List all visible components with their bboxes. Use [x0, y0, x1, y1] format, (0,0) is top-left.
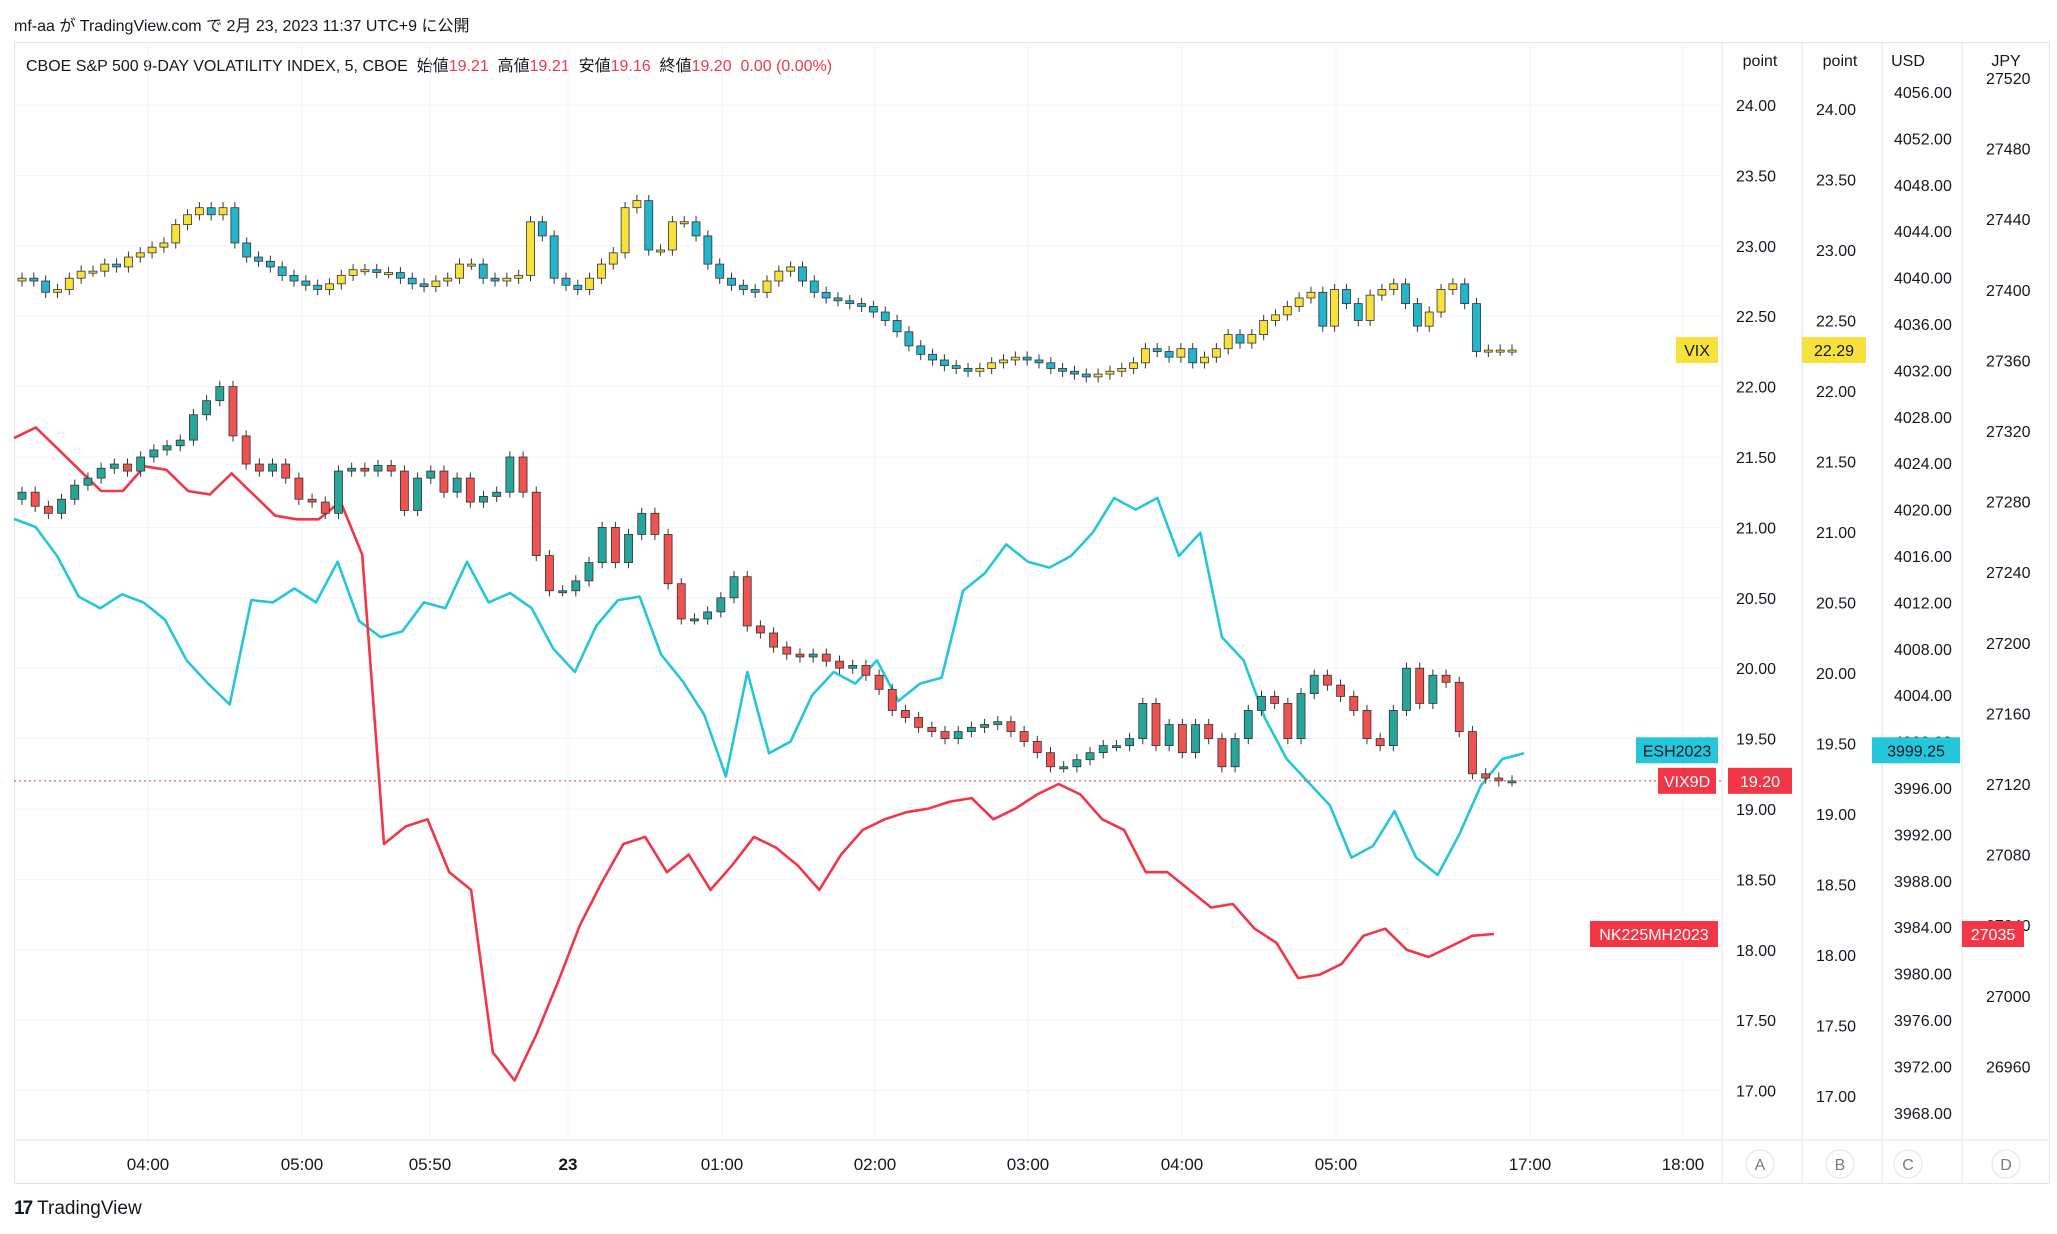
- legend-low: 19.16: [610, 58, 651, 75]
- publish-caption: mf-aa が TradingView.com で 2月 23, 2023 11…: [14, 18, 470, 35]
- legend-high: 19.21: [529, 58, 570, 75]
- symbol-legend: CBOE S&P 500 9-DAY VOLATILITY INDEX, 5, …: [26, 52, 832, 76]
- legend-close: 19.20: [691, 58, 732, 75]
- legend-open-label: 始値: [416, 58, 449, 75]
- brand-label: TradingView: [37, 1198, 142, 1219]
- legend-low-label: 安値: [578, 58, 611, 75]
- legend-change: 0.00 (0.00%): [740, 58, 833, 75]
- legend-open: 19.21: [448, 58, 489, 75]
- chart-frame[interactable]: [14, 42, 2050, 1184]
- legend-close-label: 終値: [659, 58, 692, 75]
- legend-high-label: 高値: [497, 58, 530, 75]
- legend-symbol: CBOE S&P 500 9-DAY VOLATILITY INDEX, 5, …: [26, 58, 408, 75]
- tradingview-brand[interactable]: 17 TradingView: [14, 1198, 142, 1220]
- tradingview-logo-icon: 17: [14, 1198, 33, 1219]
